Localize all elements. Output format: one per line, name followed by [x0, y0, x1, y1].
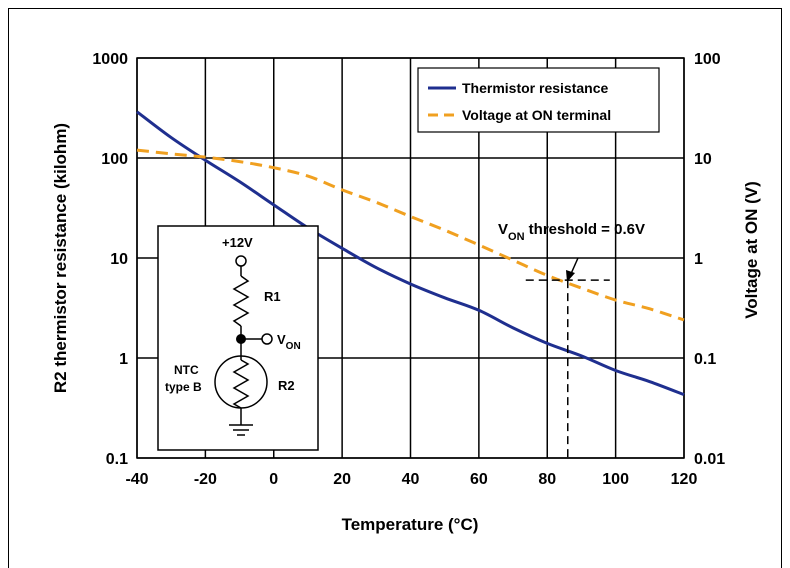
x-tick-label: 60 [470, 471, 488, 488]
threshold-annotation: VON threshold = 0.6V [498, 221, 645, 243]
y-left-axis-label: R2 thermistor resistance (kilohm) [51, 123, 70, 393]
y-right-axis-label: Voltage at ON (V) [742, 181, 761, 319]
r1-resistor [232, 275, 250, 327]
ground-icon [229, 424, 253, 436]
x-tick-labels: -40 -20 0 20 40 60 80 100 120 [125, 471, 697, 488]
y-right-tick-label: 0.1 [694, 351, 716, 368]
x-tick-label: -20 [194, 471, 217, 488]
r2-resistor [232, 359, 250, 409]
legend-label-resistance: Thermistor resistance [462, 80, 608, 96]
legend-label-voltage: Voltage at ON terminal [462, 107, 611, 123]
circuit-inset: +12V R1 VON NTC type B R2 [157, 225, 319, 451]
x-tick-label: 20 [333, 471, 351, 488]
x-tick-label: 100 [602, 471, 629, 488]
y-left-tick-label: 10 [110, 251, 128, 268]
series-thermistor-resistance-line [136, 110, 685, 397]
x-tick-label: 80 [538, 471, 556, 488]
x-tick-label: 120 [671, 471, 698, 488]
ntc-label-line2: type B [165, 380, 202, 394]
y-right-tick-labels: 100 10 1 0.1 0.01 [694, 51, 725, 468]
x-tick-label: 0 [269, 471, 278, 488]
von-terminal [261, 333, 273, 345]
y-left-tick-label: 0.1 [106, 451, 128, 468]
y-right-tick-label: 0.01 [694, 451, 725, 468]
threshold-arrowhead [566, 270, 575, 282]
supply-label: +12V [222, 235, 253, 250]
r1-label: R1 [264, 289, 281, 304]
y-left-tick-labels: 1000 100 10 1 0.1 [92, 51, 128, 468]
series-voltage-on-terminal-line [136, 148, 685, 322]
ntc-label-line1: NTC [174, 363, 199, 377]
von-label: VON [277, 332, 301, 352]
y-right-tick-label: 1 [694, 251, 703, 268]
x-axis-label: Temperature (°C) [342, 515, 479, 534]
x-tick-label: -40 [125, 471, 148, 488]
y-left-tick-label: 1000 [92, 51, 128, 68]
y-left-tick-label: 100 [101, 151, 128, 168]
r2-label: R2 [278, 378, 295, 393]
x-tick-label: 40 [402, 471, 420, 488]
y-right-tick-label: 100 [694, 51, 721, 68]
legend: Thermistor resistance Voltage at ON term… [417, 67, 660, 133]
y-right-tick-label: 10 [694, 151, 712, 168]
figure-frame [8, 8, 782, 568]
supply-terminal [235, 255, 247, 267]
y-left-tick-label: 1 [119, 351, 128, 368]
